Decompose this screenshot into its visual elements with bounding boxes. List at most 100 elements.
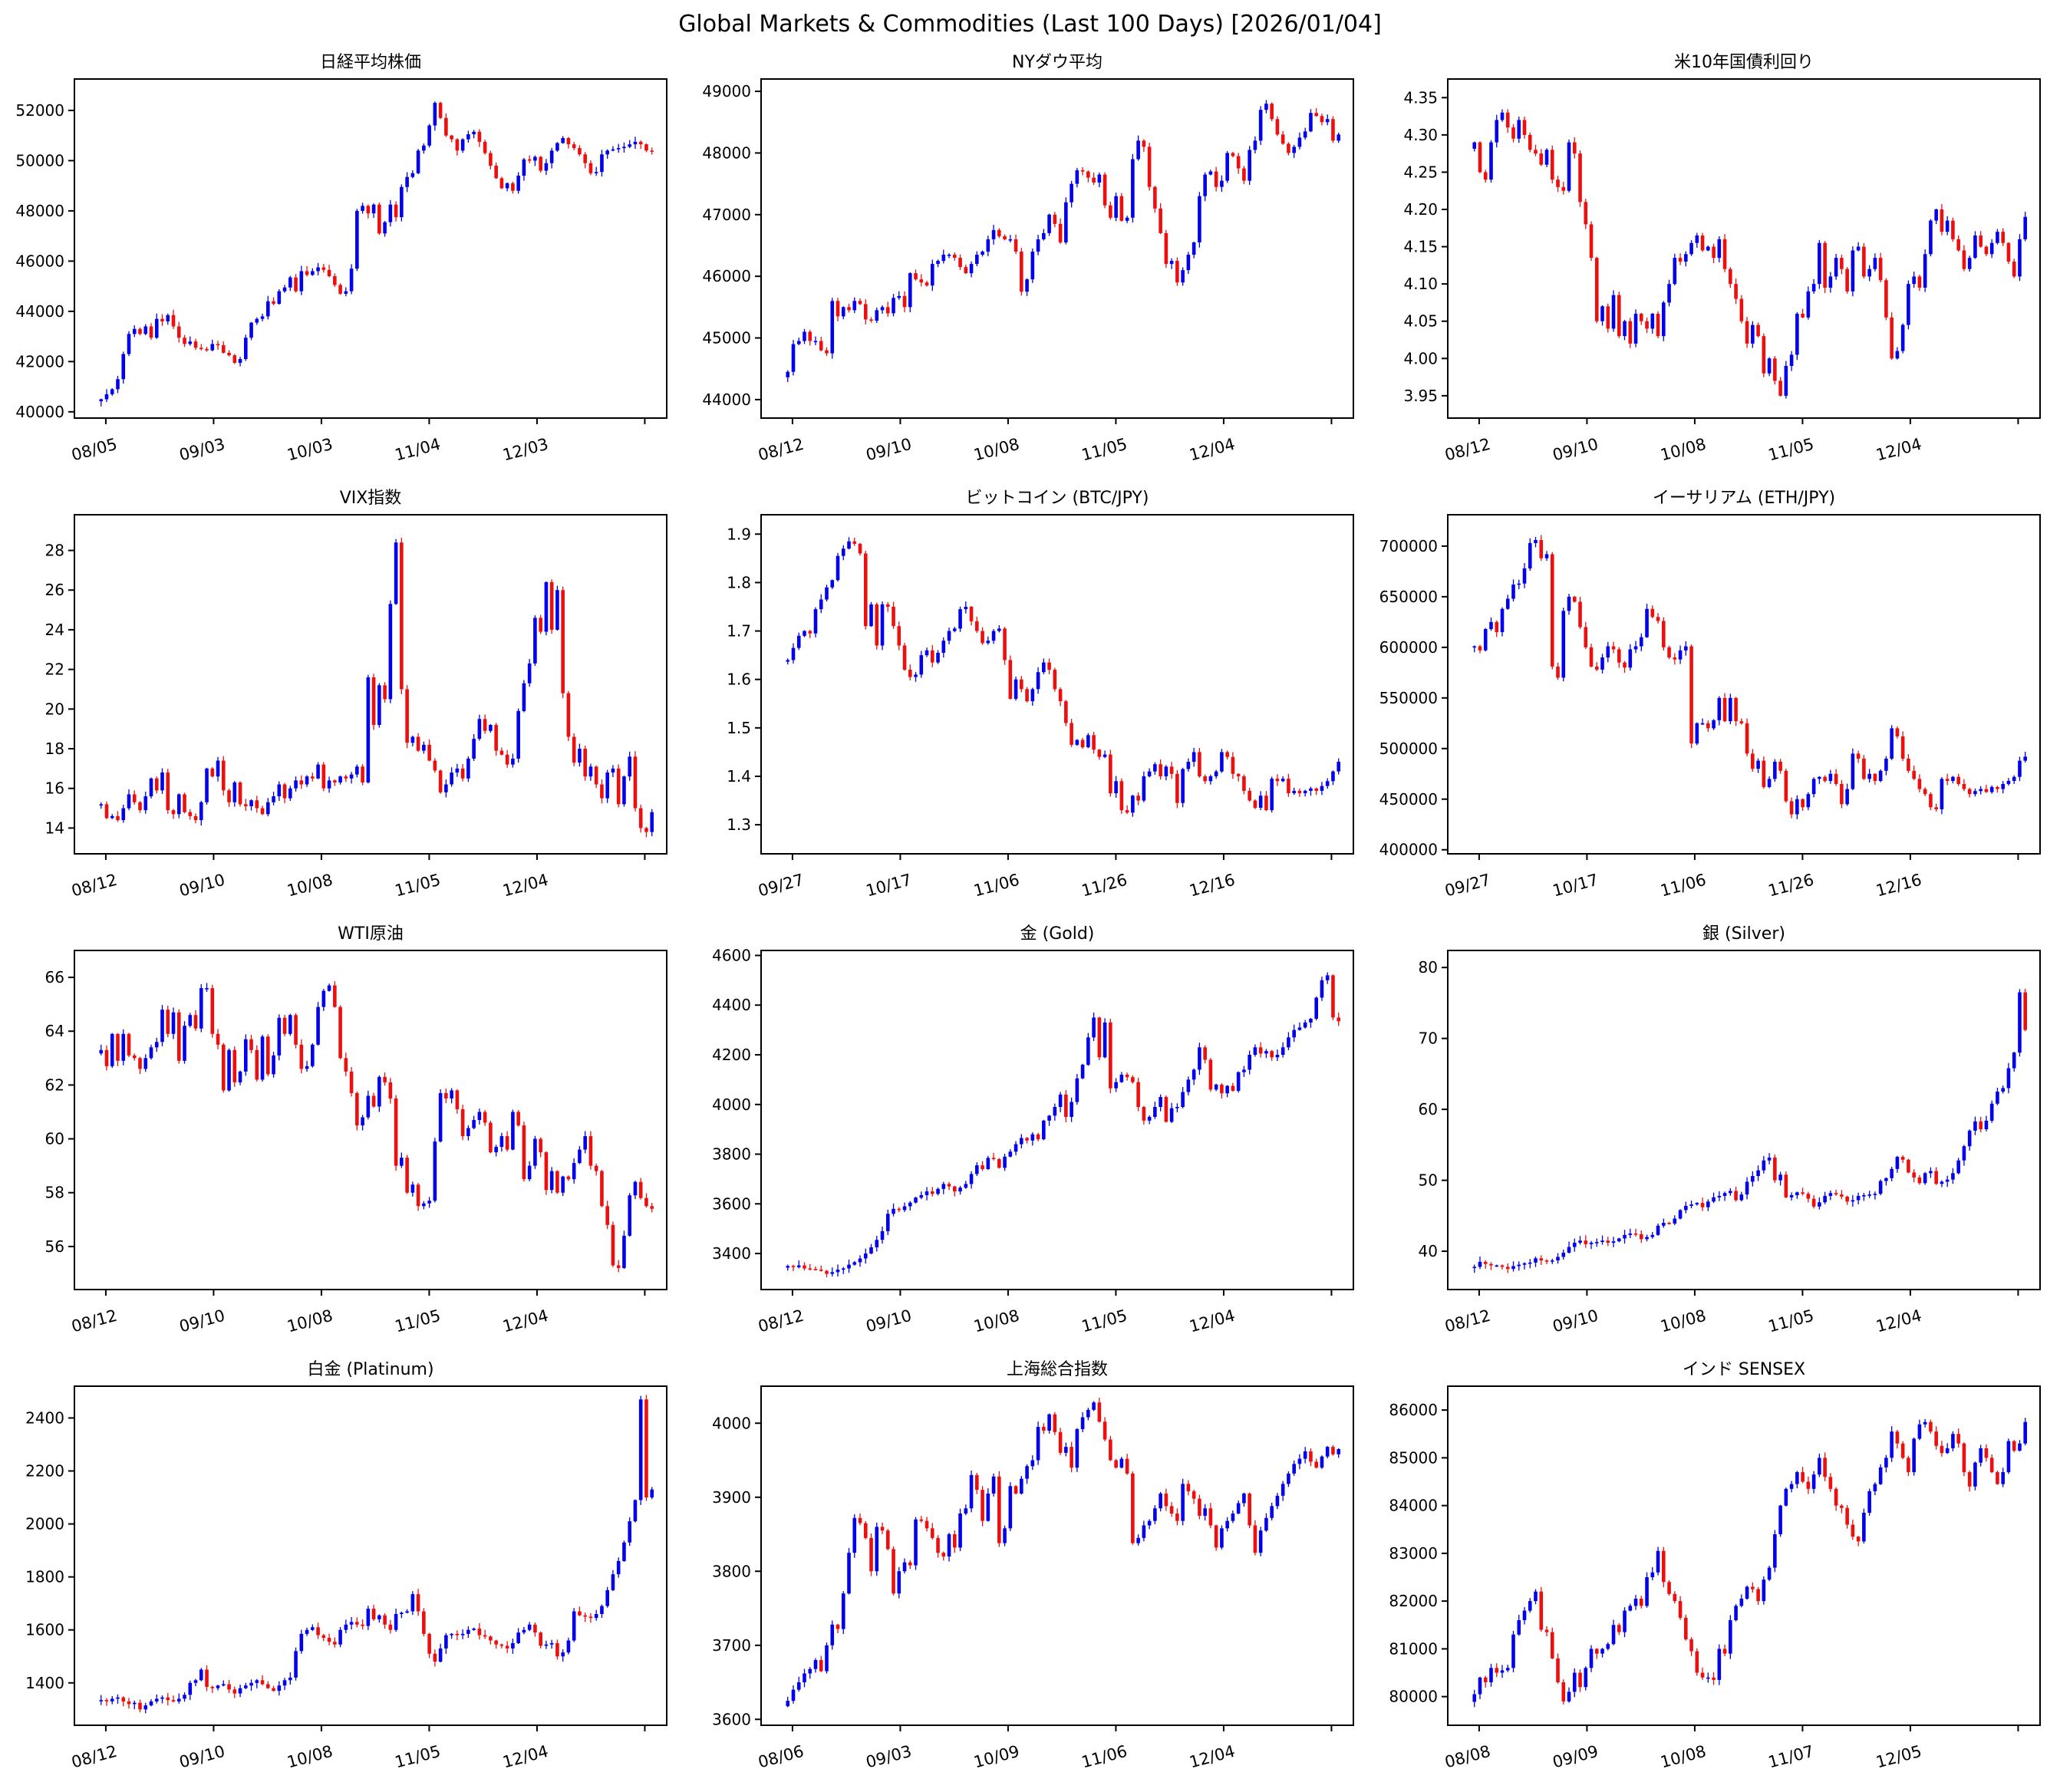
svg-text:11/05: 11/05 bbox=[1079, 435, 1129, 465]
svg-text:42000: 42000 bbox=[15, 352, 64, 371]
svg-text:10/17: 10/17 bbox=[864, 871, 914, 901]
svg-text:1.6: 1.6 bbox=[727, 670, 751, 689]
chart-title-nikkei: 日経平均株価 bbox=[319, 53, 421, 72]
chart-title-nydow: NYダウ平均 bbox=[1012, 53, 1103, 72]
chart-cell-sensex: インド SENSEX 80000 81000 82000 83000 84000 8500… bbox=[1373, 1349, 2060, 1785]
chart-title-silver: 銀 (Silver) bbox=[1702, 924, 1785, 944]
svg-text:09/10: 09/10 bbox=[864, 1306, 914, 1336]
svg-text:46000: 46000 bbox=[702, 267, 751, 285]
chart-cell-vix: VIX指数 14 16 18 20 22 24 26 28 08/12 09/10 10/08 11/… bbox=[0, 478, 687, 914]
svg-text:11/05: 11/05 bbox=[393, 871, 443, 901]
chart-title-gold: 金 (Gold) bbox=[1020, 924, 1095, 944]
svg-text:82000: 82000 bbox=[1389, 1592, 1438, 1610]
svg-text:10/08: 10/08 bbox=[972, 1306, 1022, 1336]
svg-text:16: 16 bbox=[45, 779, 64, 798]
svg-text:08/12: 08/12 bbox=[1443, 1306, 1493, 1336]
chart-cell-nydow: NYダウ平均 44000 45000 46000 47000 48000 49000 08/… bbox=[687, 42, 1373, 478]
svg-text:4.30: 4.30 bbox=[1403, 126, 1438, 144]
svg-text:12/04: 12/04 bbox=[1188, 1742, 1238, 1772]
svg-text:650000: 650000 bbox=[1379, 588, 1438, 606]
chart-title-wti: WTI原油 bbox=[338, 924, 404, 944]
svg-text:12/16: 12/16 bbox=[1188, 871, 1238, 901]
svg-text:1.4: 1.4 bbox=[727, 767, 751, 786]
svg-text:4600: 4600 bbox=[712, 946, 751, 964]
svg-text:1.7: 1.7 bbox=[727, 622, 751, 641]
svg-text:3800: 3800 bbox=[712, 1145, 751, 1164]
svg-text:08/12: 08/12 bbox=[756, 1306, 806, 1336]
svg-text:3.95: 3.95 bbox=[1403, 387, 1438, 405]
svg-text:1e7: 1e7 bbox=[761, 510, 790, 511]
svg-text:86000: 86000 bbox=[1389, 1401, 1438, 1419]
chart-cell-shanghai: 上海総合指数 3600 3700 3800 3900 4000 08/06 09/03 10/… bbox=[687, 1349, 1373, 1785]
svg-text:08/12: 08/12 bbox=[756, 435, 806, 465]
svg-text:10/08: 10/08 bbox=[1659, 1306, 1709, 1336]
svg-text:58: 58 bbox=[45, 1184, 64, 1202]
svg-text:26: 26 bbox=[45, 581, 64, 599]
svg-text:22: 22 bbox=[45, 660, 64, 679]
svg-text:11/06: 11/06 bbox=[972, 871, 1022, 901]
svg-text:08/12: 08/12 bbox=[70, 871, 120, 901]
svg-text:1600: 1600 bbox=[25, 1621, 64, 1639]
svg-text:3400: 3400 bbox=[712, 1244, 751, 1263]
svg-text:1.5: 1.5 bbox=[727, 719, 751, 737]
candlestick-plot-gold: 3400 3600 3800 4000 4200 4400 4600 08/12 09/10 10… bbox=[712, 946, 1354, 1336]
svg-text:3900: 3900 bbox=[712, 1488, 751, 1507]
svg-text:2400: 2400 bbox=[25, 1408, 64, 1427]
svg-text:08/12: 08/12 bbox=[70, 1742, 120, 1772]
svg-text:09/10: 09/10 bbox=[1551, 435, 1600, 465]
candlestick-plot-wti: 56 58 60 62 64 66 08/12 09/10 10/08 11/05 12/04 bbox=[45, 950, 667, 1336]
svg-text:60: 60 bbox=[1419, 1100, 1438, 1118]
svg-text:12/04: 12/04 bbox=[1874, 1306, 1924, 1336]
svg-text:70: 70 bbox=[1419, 1029, 1438, 1048]
svg-text:4400: 4400 bbox=[712, 996, 751, 1014]
svg-text:11/06: 11/06 bbox=[1079, 1742, 1129, 1772]
svg-text:4200: 4200 bbox=[712, 1046, 751, 1064]
svg-text:20: 20 bbox=[45, 700, 64, 718]
svg-text:66: 66 bbox=[45, 968, 64, 987]
svg-text:11/04: 11/04 bbox=[393, 435, 443, 465]
svg-text:400000: 400000 bbox=[1379, 841, 1438, 859]
candlestick-plot-vix: 14 16 18 20 22 24 26 28 08/12 09/10 10/08 11/05 12/0… bbox=[45, 514, 667, 901]
svg-text:12/03: 12/03 bbox=[501, 435, 551, 465]
svg-text:10/17: 10/17 bbox=[1551, 871, 1600, 901]
svg-text:09/10: 09/10 bbox=[1551, 1306, 1600, 1336]
svg-text:46000: 46000 bbox=[15, 252, 64, 270]
svg-text:11/26: 11/26 bbox=[1079, 871, 1129, 901]
candlestick-plot-btc: 1.3 1.4 1.5 1.6 1.7 1.8 1.9 09/27 10/17 11/06 11/2… bbox=[727, 510, 1354, 901]
chart-title-platinum: 白金 (Platinum) bbox=[307, 1360, 434, 1379]
svg-text:4.25: 4.25 bbox=[1403, 163, 1438, 181]
svg-text:09/03: 09/03 bbox=[864, 1742, 914, 1772]
chart-cell-platinum: 白金 (Platinum) 1400 1600 1800 2000 2200 2400 08… bbox=[0, 1349, 687, 1785]
svg-text:12/04: 12/04 bbox=[501, 871, 551, 901]
svg-text:56: 56 bbox=[45, 1237, 64, 1256]
chart-cell-eth: イーサリアム (ETH/JPY) 400000 450000 500000 55000… bbox=[1373, 478, 2060, 914]
svg-text:12/05: 12/05 bbox=[1874, 1742, 1924, 1772]
svg-text:08/05: 08/05 bbox=[70, 435, 120, 465]
svg-text:24: 24 bbox=[45, 621, 64, 639]
svg-text:09/27: 09/27 bbox=[756, 871, 806, 901]
svg-text:10/08: 10/08 bbox=[285, 1306, 335, 1336]
svg-text:80000: 80000 bbox=[1389, 1688, 1438, 1706]
svg-text:85000: 85000 bbox=[1389, 1448, 1438, 1467]
svg-text:08/12: 08/12 bbox=[1443, 435, 1493, 465]
svg-text:3600: 3600 bbox=[712, 1194, 751, 1213]
svg-text:81000: 81000 bbox=[1389, 1639, 1438, 1658]
svg-text:4.35: 4.35 bbox=[1403, 88, 1438, 107]
svg-text:4.20: 4.20 bbox=[1403, 200, 1438, 219]
svg-text:3700: 3700 bbox=[712, 1636, 751, 1655]
svg-text:48000: 48000 bbox=[702, 143, 751, 162]
svg-text:09/27: 09/27 bbox=[1443, 871, 1493, 901]
svg-text:1.9: 1.9 bbox=[727, 525, 751, 543]
candlestick-plot-silver: 40 50 60 70 80 08/12 09/10 10/08 11/05 12/04 bbox=[1419, 950, 2041, 1336]
figure-title: Global Markets & Commodities (Last 100 D… bbox=[678, 11, 1382, 38]
svg-text:1.3: 1.3 bbox=[727, 815, 751, 834]
svg-text:600000: 600000 bbox=[1379, 638, 1438, 657]
svg-text:40000: 40000 bbox=[15, 403, 64, 421]
chart-title-vix: VIX指数 bbox=[339, 489, 402, 508]
svg-text:52000: 52000 bbox=[15, 101, 64, 120]
svg-text:08/08: 08/08 bbox=[1443, 1742, 1493, 1772]
chart-cell-silver: 銀 (Silver) 40 50 60 70 80 08/12 09/10 10/08 11/0… bbox=[1373, 914, 2060, 1349]
charts-grid: 日経平均株価 40000 42000 44000 46000 48000 50000 520… bbox=[0, 42, 2060, 1785]
svg-text:44000: 44000 bbox=[702, 390, 751, 409]
svg-text:14: 14 bbox=[45, 819, 64, 837]
